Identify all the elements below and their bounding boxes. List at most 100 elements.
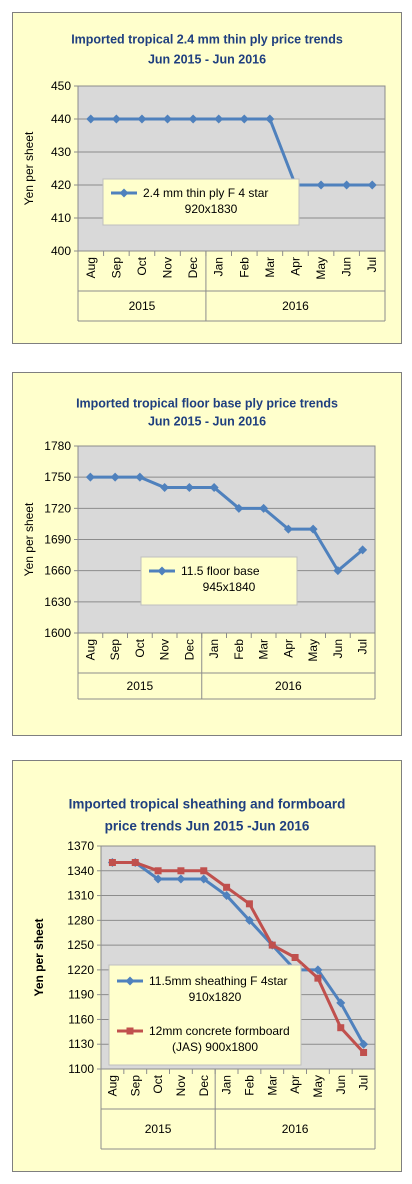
data-point: [108, 859, 116, 867]
x-category-label: Jul: [365, 257, 379, 272]
x-category-label: Dec: [182, 639, 196, 660]
thin-ply-chart: Imported tropical 2.4 mm thin ply price …: [22, 33, 386, 322]
legend-swatch-marker: [119, 188, 129, 198]
y-tick-label: 1750: [44, 470, 71, 484]
data-point: [214, 114, 224, 124]
data-point: [342, 180, 352, 190]
x-category-label: Sep: [128, 1075, 142, 1097]
y-tick-label: 400: [51, 244, 71, 258]
legend-swatch-marker: [157, 566, 167, 576]
legend-swatch-marker: [125, 976, 135, 986]
x-category-label: Mar: [265, 1075, 279, 1096]
x-group-label: 2016: [282, 1122, 309, 1136]
data-point: [137, 114, 147, 124]
x-category-label: Sep: [108, 639, 122, 661]
y-tick-label: 450: [51, 79, 71, 93]
y-tick-label: 1190: [68, 988, 94, 1002]
data-point: [313, 965, 323, 975]
chart-title-line: Jun 2015 - Jun 2016: [148, 415, 266, 429]
x-category-label: Mar: [257, 639, 271, 660]
data-point: [283, 524, 293, 534]
x-category-label: Apr: [288, 257, 302, 276]
plot-area: [77, 85, 386, 252]
x-category-label: Jul: [357, 1075, 371, 1090]
x-category-label: Sep: [109, 257, 123, 279]
data-point: [199, 874, 209, 884]
data-point: [265, 114, 275, 124]
data-point: [268, 941, 276, 949]
sheathing-formboard-chart: Imported tropical sheathing and formboar…: [32, 797, 376, 1150]
x-category-label: Apr: [288, 1075, 302, 1094]
y-tick-label: 1370: [67, 839, 94, 853]
y-axis-label: Yen per sheet: [22, 131, 36, 205]
x-category-label: Nov: [158, 639, 172, 660]
x-group-label: 2016: [282, 299, 309, 313]
data-point: [359, 1039, 369, 1049]
data-point: [86, 114, 96, 124]
x-category-label: Dec: [197, 1075, 211, 1096]
data-point: [358, 545, 368, 555]
y-tick-label: 1660: [44, 564, 71, 578]
data-point: [244, 915, 254, 925]
x-category-label: May: [306, 639, 320, 662]
legend-label-line: (JAS) 900x1800: [172, 1040, 258, 1054]
data-point: [131, 859, 139, 867]
y-tick-label: 1310: [67, 889, 94, 903]
chart-panel-thin-ply: Imported tropical 2.4 mm thin ply price …: [12, 12, 402, 344]
x-category-label: Oct: [151, 1074, 165, 1093]
chart-panel-floor-base: Imported tropical floor base ply price t…: [12, 372, 402, 736]
data-point: [163, 114, 173, 124]
data-point: [153, 874, 163, 884]
data-point: [85, 472, 95, 482]
legend-box: [140, 556, 298, 606]
legend-label-line: 12mm concrete formboard: [149, 1024, 290, 1038]
data-point: [314, 974, 322, 982]
y-axis-label: Yen per sheet: [22, 502, 36, 576]
legend-swatch-marker: [126, 1027, 134, 1035]
series-line: [112, 861, 365, 1054]
x-category-label: Apr: [281, 639, 295, 658]
series-line: [112, 861, 365, 1045]
x-category-label: Jan: [207, 639, 221, 658]
y-tick-label: 1600: [44, 626, 71, 640]
data-point: [177, 867, 185, 875]
y-tick-label: 420: [51, 178, 71, 192]
legend-label-line: 11.5mm sheathing F 4star: [149, 974, 288, 988]
chart-title-line: Imported tropical floor base ply price t…: [76, 397, 338, 411]
x-category-label: Jun: [331, 639, 345, 658]
y-tick-label: 1130: [68, 1037, 94, 1051]
data-point: [308, 524, 318, 534]
y-tick-label: 1250: [67, 938, 94, 952]
x-category-label: Feb: [237, 257, 251, 278]
x-category-label: Aug: [84, 257, 98, 278]
y-tick-label: 1780: [44, 439, 71, 453]
x-group-label: 2015: [145, 1122, 172, 1136]
data-point: [223, 883, 231, 891]
y-tick-label: 430: [51, 145, 71, 159]
legend-label-line: 920x1830: [185, 202, 238, 216]
data-point: [110, 472, 120, 482]
legend-label-line: 11.5 floor base: [181, 564, 260, 578]
x-category-label: Jul: [356, 639, 370, 654]
data-point: [184, 483, 194, 493]
y-tick-label: 1280: [67, 913, 94, 927]
x-category-label: Oct: [133, 638, 147, 657]
legend-label-line: 2.4 mm thin ply F 4 star: [143, 186, 268, 200]
data-point: [316, 180, 326, 190]
data-point: [188, 114, 198, 124]
y-tick-label: 1720: [44, 501, 71, 515]
data-point: [222, 891, 232, 901]
x-category-label: Aug: [83, 639, 97, 660]
x-category-label: May: [311, 1075, 325, 1098]
x-group-label: 2016: [275, 679, 302, 693]
y-tick-label: 1630: [44, 595, 71, 609]
x-category-label: Oct: [135, 256, 149, 275]
data-point: [333, 566, 343, 576]
data-point: [360, 1048, 368, 1056]
y-tick-label: 1220: [67, 963, 94, 977]
x-group-label: 2015: [127, 679, 154, 693]
x-category-label: Dec: [186, 257, 200, 278]
y-tick-label: 440: [51, 112, 71, 126]
chart-title-line: price trends Jun 2015 -Jun 2016: [105, 819, 310, 834]
data-point: [200, 867, 208, 875]
